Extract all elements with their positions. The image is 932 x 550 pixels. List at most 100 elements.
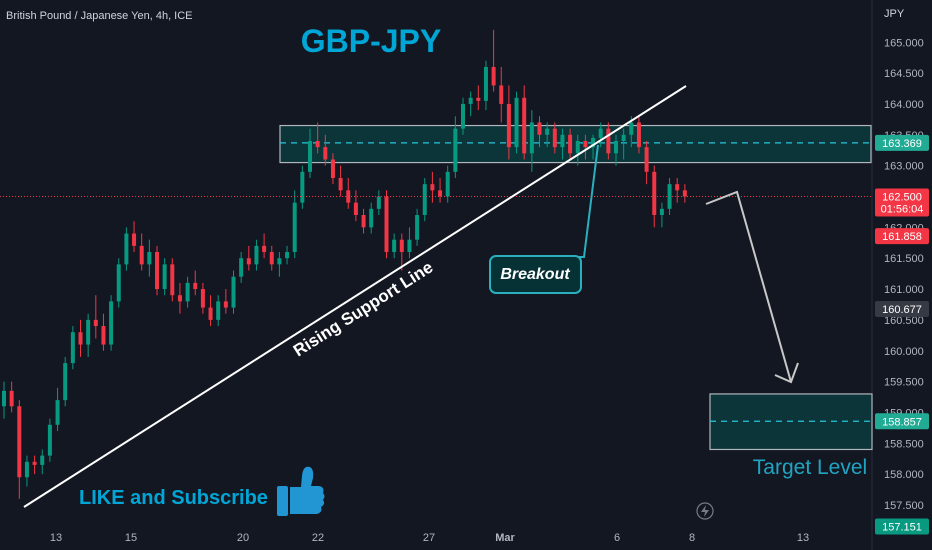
candle-body [40, 455, 45, 465]
y-tick-label: 158.000 [884, 469, 924, 481]
candle-body [591, 137, 596, 148]
candle [514, 91, 519, 154]
candle-body [438, 190, 443, 197]
candle [399, 233, 404, 271]
candle-body [223, 301, 228, 308]
candle-body [598, 128, 603, 138]
candle-body [614, 140, 618, 154]
candle [162, 258, 167, 296]
candle [208, 295, 213, 327]
candle [614, 134, 618, 166]
price-tag-box [875, 228, 929, 245]
y-tick-label: 161.000 [884, 284, 924, 296]
candle-body [652, 171, 657, 216]
candle [591, 134, 596, 160]
candle-body [47, 424, 52, 456]
candle-body [636, 122, 641, 148]
candle [338, 165, 343, 197]
candle [292, 190, 297, 259]
candle-body [545, 128, 550, 135]
candle [185, 276, 190, 308]
candle-body [155, 252, 159, 290]
candle-body [109, 301, 114, 345]
candle-body [537, 122, 542, 135]
candle [155, 245, 159, 296]
price-tag-box [875, 518, 929, 535]
candle-body [407, 239, 412, 253]
candle-body [376, 196, 381, 209]
price-tag: 157.151 [875, 518, 929, 535]
candle-body [415, 215, 420, 240]
zones-layer [279, 124, 873, 451]
candle [438, 177, 443, 203]
candle-body [17, 406, 22, 478]
candle-body [369, 208, 374, 228]
y-tick-label: 165.000 [884, 37, 924, 49]
candle [147, 239, 152, 277]
candle-body [629, 122, 634, 135]
candle-body [323, 147, 328, 160]
projection-arrow [705, 190, 792, 383]
candle-body [2, 390, 6, 407]
y-tick-label: 159.500 [884, 377, 924, 389]
candle [407, 227, 412, 259]
candle-body [208, 307, 213, 320]
candle [552, 122, 557, 154]
candle-body [300, 171, 305, 203]
candle-body [277, 258, 282, 265]
candle [476, 85, 481, 111]
candle [101, 313, 106, 351]
candle-body [468, 97, 473, 104]
rising-support-line [23, 85, 687, 508]
candle [682, 184, 687, 203]
price-tag: 158.857 [875, 413, 929, 430]
candle-body [499, 85, 504, 104]
price-tag: 160.677 [875, 300, 929, 317]
projection-arrowhead [774, 362, 799, 384]
candle [644, 140, 649, 185]
x-tick-label: 13 [50, 532, 62, 544]
candle [109, 295, 114, 351]
candle-body [147, 252, 152, 265]
candle-body [9, 390, 14, 407]
breakout-label: Breakout [500, 266, 570, 283]
price-tag-label: 160.677 [882, 304, 922, 316]
candle [139, 233, 144, 271]
candle-body [63, 363, 68, 401]
candle [47, 418, 52, 462]
candle [24, 455, 29, 487]
candle [223, 289, 228, 314]
price-tag-box [875, 300, 929, 317]
candle-body [254, 245, 259, 265]
candle [392, 233, 397, 259]
candle-body [330, 159, 335, 178]
candle-body [55, 400, 60, 425]
target-level-label: Target Level [753, 456, 867, 479]
price-tag-label: 162.500 [882, 192, 922, 204]
candle [330, 153, 335, 185]
candle-body [353, 202, 358, 216]
candle [506, 85, 511, 160]
candle-body [116, 264, 121, 302]
candle [193, 270, 198, 296]
candle [63, 356, 68, 407]
candle-body [239, 258, 244, 277]
candle-body [522, 97, 527, 154]
candle [124, 227, 129, 271]
candle-body [177, 295, 182, 302]
y-tick-label: 163.000 [884, 161, 924, 173]
x-axis[interactable]: 13 15 20 22 27 Mar 6 8 13 [50, 532, 809, 544]
candle-body [606, 128, 611, 154]
flash-icon[interactable] [696, 502, 714, 520]
candle [9, 381, 14, 413]
y-tick-label: 157.500 [884, 500, 924, 512]
candle [537, 116, 542, 148]
y-tick-label: 161.500 [884, 253, 924, 265]
x-tick-label: 20 [237, 532, 249, 544]
candle [246, 245, 251, 271]
y-tick-label: 164.500 [884, 68, 924, 80]
price-tag-label: 158.857 [882, 416, 922, 428]
